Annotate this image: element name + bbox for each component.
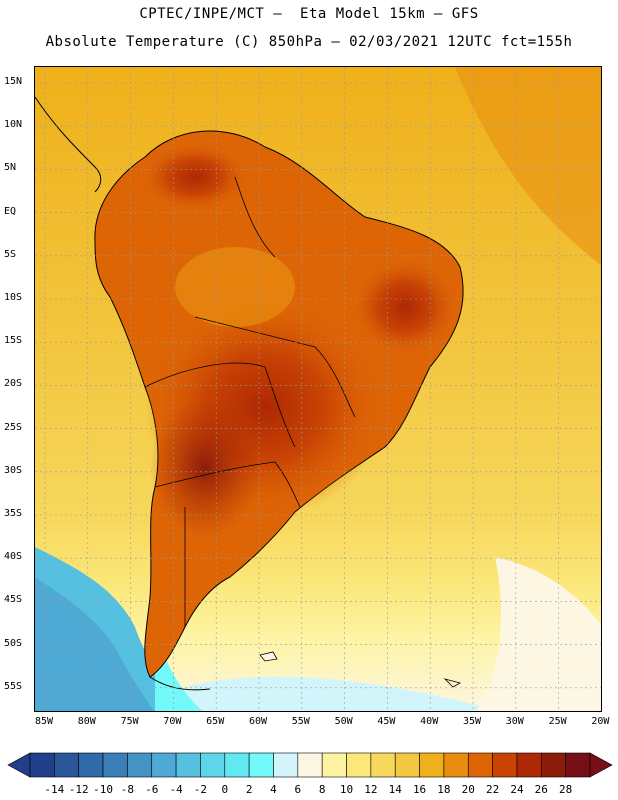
colorbar-swatch bbox=[29, 752, 55, 778]
colorbar-arrow-high bbox=[589, 752, 613, 778]
cyan-band bbox=[155, 627, 203, 711]
south-georgia bbox=[443, 678, 462, 688]
colorbar-tick-label: 24 bbox=[510, 783, 524, 796]
colorbar-arrow-low bbox=[7, 752, 31, 778]
temperature-map bbox=[34, 66, 602, 712]
colorbar-tick-label: -14 bbox=[44, 783, 65, 796]
colorbar-tick-label: 2 bbox=[245, 783, 253, 796]
colorbar-tick-label: -10 bbox=[93, 783, 113, 796]
lat-label: 55S bbox=[4, 680, 23, 692]
colorbar-swatch bbox=[419, 752, 445, 778]
colorbar-swatch bbox=[297, 752, 323, 778]
colorbar-tick-label: -2 bbox=[193, 783, 208, 796]
colorbar-tick-label: 0 bbox=[221, 783, 229, 796]
colorbar-tick-label: 6 bbox=[294, 783, 302, 796]
lat-label: 30S bbox=[4, 464, 23, 476]
colorbar-swatch bbox=[541, 752, 566, 778]
colorbar-swatch bbox=[492, 752, 518, 778]
colorbar-swatch bbox=[394, 752, 420, 778]
lat-label: EQ bbox=[4, 205, 17, 217]
colorbar-swatch bbox=[467, 752, 493, 778]
cool-band-south bbox=[185, 676, 485, 711]
lon-label: 50W bbox=[334, 716, 353, 727]
colorbar-swatch bbox=[516, 752, 542, 778]
colorbar-swatch bbox=[346, 752, 372, 778]
lon-label: 45W bbox=[377, 716, 396, 727]
cold-region-southwest-inner bbox=[35, 577, 154, 711]
colorbar-swatch bbox=[224, 752, 250, 778]
lat-label: 15N bbox=[4, 76, 23, 87]
colorbar-tick-label: 28 bbox=[559, 783, 573, 796]
lat-label: 40S bbox=[4, 551, 23, 563]
lat-label: 5S bbox=[4, 248, 17, 260]
colorbar-swatch bbox=[200, 752, 226, 778]
lat-label: 35S bbox=[4, 508, 23, 519]
colorbar-swatch bbox=[248, 752, 274, 778]
colorbar-tick-label: 18 bbox=[437, 783, 451, 796]
lon-label: 65W bbox=[206, 716, 225, 727]
light-band-southeast bbox=[476, 557, 601, 711]
colorbar-tick-label: 10 bbox=[339, 783, 354, 796]
warm-core-northeast bbox=[350, 257, 460, 357]
lat-label: 45S bbox=[4, 594, 23, 606]
lat-label: 5N bbox=[4, 162, 17, 174]
title-line-1: CPTEC/INPE/MCT – Eta Model 15km – GFS bbox=[139, 6, 479, 22]
warm-core-north bbox=[140, 142, 250, 212]
country-borders bbox=[144, 176, 356, 627]
colorbar-tick-label: -4 bbox=[169, 783, 183, 796]
lon-label: 80W bbox=[77, 716, 96, 727]
colorbar-tick-label: 12 bbox=[364, 783, 378, 796]
lon-label: 60W bbox=[248, 716, 268, 727]
lon-label: 75W bbox=[120, 716, 139, 727]
colorbar-tick-label: -8 bbox=[120, 783, 135, 796]
colorbar-tick-label: 16 bbox=[412, 783, 427, 796]
lon-label: 55W bbox=[291, 716, 310, 727]
lon-label: 30W bbox=[505, 716, 524, 727]
colorbar-tick-label: -6 bbox=[145, 783, 159, 796]
colorbar-tick-label: 14 bbox=[388, 783, 402, 796]
hot-core-chaco bbox=[150, 397, 260, 537]
colorbar-tick-label: 4 bbox=[270, 783, 277, 796]
lon-label: 85W bbox=[34, 716, 54, 727]
falkland-islands bbox=[259, 651, 278, 662]
central-america bbox=[35, 96, 102, 193]
lat-label: 20S bbox=[4, 378, 23, 390]
colorbar-tick-label: 26 bbox=[534, 783, 548, 796]
lat-label: 25S bbox=[4, 421, 23, 433]
colorbar-tick-label: -12 bbox=[68, 783, 89, 796]
map-canvas bbox=[35, 67, 601, 711]
colorbar-swatch bbox=[321, 752, 347, 778]
title-line-2: Absolute Temperature (C) 850hPa – 02/03/… bbox=[45, 34, 573, 50]
colorbar-swatch bbox=[443, 752, 469, 778]
lon-label: 40W bbox=[420, 716, 439, 727]
lat-label: 10N bbox=[4, 119, 23, 131]
colorbar-tick-label: 22 bbox=[485, 783, 500, 796]
warm-ocean-northeast bbox=[455, 67, 601, 266]
lat-label: 50S bbox=[4, 637, 23, 649]
colorbar-swatch bbox=[78, 752, 104, 778]
colorbar-swatch bbox=[102, 752, 128, 778]
colorbar-swatch bbox=[127, 752, 153, 778]
colorbar-swatch bbox=[175, 752, 201, 778]
lon-label: 70W bbox=[163, 716, 182, 727]
lat-label: 15S bbox=[4, 335, 23, 347]
colorbar-swatch bbox=[273, 752, 299, 778]
lon-label: 35W bbox=[462, 716, 482, 727]
colorbar-swatch bbox=[54, 752, 79, 778]
lon-label: 25W bbox=[548, 716, 567, 727]
colorbar-tick-label: 20 bbox=[461, 783, 475, 796]
lat-label: 10S bbox=[4, 292, 23, 303]
colorbar-tick-label: 8 bbox=[318, 783, 326, 796]
amazon-orange bbox=[175, 247, 295, 327]
colorbar-swatch bbox=[151, 752, 177, 778]
lon-label: 20W bbox=[591, 716, 610, 727]
colorbar-swatch bbox=[565, 752, 591, 778]
colorbar bbox=[7, 752, 613, 778]
colorbar-swatch bbox=[370, 752, 396, 778]
